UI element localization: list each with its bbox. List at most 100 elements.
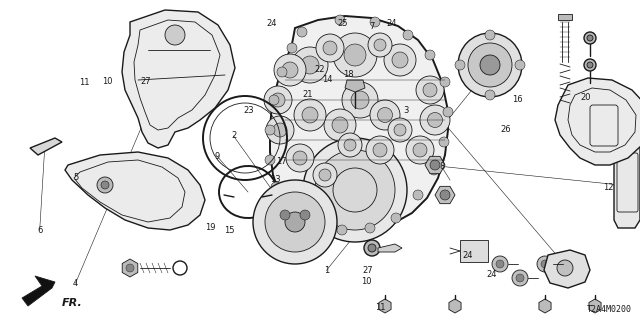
Circle shape	[253, 180, 337, 264]
Text: 24: 24	[486, 270, 497, 279]
Text: 18: 18	[344, 70, 354, 79]
Circle shape	[439, 137, 449, 147]
Circle shape	[97, 177, 113, 193]
Circle shape	[294, 99, 326, 131]
Circle shape	[269, 95, 279, 105]
Text: 1: 1	[324, 266, 329, 275]
Circle shape	[323, 41, 337, 55]
Text: 8: 8	[439, 162, 444, 171]
Text: 22: 22	[315, 65, 325, 74]
Circle shape	[265, 192, 325, 252]
Circle shape	[384, 44, 416, 76]
Circle shape	[293, 151, 307, 165]
Circle shape	[313, 163, 337, 187]
Circle shape	[273, 123, 287, 137]
Circle shape	[440, 77, 450, 87]
Circle shape	[587, 35, 593, 41]
Circle shape	[428, 113, 442, 127]
Circle shape	[280, 210, 290, 220]
Polygon shape	[435, 186, 455, 204]
Polygon shape	[425, 156, 445, 174]
Circle shape	[394, 124, 406, 136]
Circle shape	[515, 60, 525, 70]
Circle shape	[388, 118, 412, 142]
Circle shape	[324, 109, 356, 141]
Circle shape	[264, 86, 292, 114]
Text: 24: 24	[267, 20, 277, 28]
Circle shape	[413, 190, 423, 200]
Circle shape	[297, 27, 307, 37]
Text: 24: 24	[387, 20, 397, 28]
Text: 16: 16	[512, 95, 522, 104]
Circle shape	[403, 30, 413, 40]
Circle shape	[492, 256, 508, 272]
Text: 7: 7	[370, 22, 375, 31]
Text: 11: 11	[79, 78, 90, 87]
Polygon shape	[544, 250, 590, 288]
Circle shape	[541, 260, 549, 268]
Text: 11: 11	[376, 303, 386, 312]
Circle shape	[303, 138, 407, 242]
Circle shape	[485, 90, 495, 100]
Polygon shape	[589, 299, 601, 313]
Circle shape	[485, 30, 495, 40]
Circle shape	[512, 270, 528, 286]
Circle shape	[271, 182, 281, 192]
Circle shape	[443, 107, 453, 117]
Circle shape	[413, 143, 427, 157]
Polygon shape	[558, 14, 572, 20]
Polygon shape	[30, 138, 62, 155]
Circle shape	[391, 213, 401, 223]
Circle shape	[265, 125, 275, 135]
Polygon shape	[449, 299, 461, 313]
Circle shape	[319, 169, 331, 181]
Text: 25: 25	[337, 20, 348, 28]
Text: 10: 10	[102, 77, 113, 86]
Text: 2: 2	[231, 132, 236, 140]
Bar	[460, 240, 488, 262]
Text: 10: 10	[362, 277, 372, 286]
Text: 27: 27	[141, 77, 151, 86]
Circle shape	[300, 210, 310, 220]
Text: 13: 13	[270, 175, 280, 184]
Circle shape	[101, 181, 109, 189]
Text: 27: 27	[363, 266, 373, 275]
Circle shape	[365, 223, 375, 233]
Circle shape	[425, 50, 435, 60]
Circle shape	[286, 144, 314, 172]
Circle shape	[537, 256, 553, 272]
Circle shape	[423, 83, 437, 97]
Circle shape	[458, 33, 522, 97]
Circle shape	[302, 107, 318, 123]
Text: 15: 15	[224, 226, 234, 235]
Circle shape	[287, 43, 297, 53]
Circle shape	[587, 62, 593, 68]
Circle shape	[332, 117, 348, 133]
Circle shape	[516, 274, 524, 282]
Circle shape	[282, 62, 298, 78]
Text: T2A4M0200: T2A4M0200	[587, 305, 632, 314]
Polygon shape	[345, 80, 365, 92]
Circle shape	[366, 136, 394, 164]
Text: 12: 12	[603, 183, 613, 192]
Circle shape	[496, 260, 504, 268]
Circle shape	[455, 60, 465, 70]
Polygon shape	[122, 259, 138, 277]
Circle shape	[584, 32, 596, 44]
Circle shape	[292, 47, 328, 83]
Circle shape	[285, 212, 305, 232]
Circle shape	[309, 219, 319, 229]
Circle shape	[392, 52, 408, 68]
Circle shape	[557, 260, 573, 276]
Circle shape	[271, 93, 285, 107]
Polygon shape	[270, 16, 448, 232]
Circle shape	[416, 76, 444, 104]
Text: 5: 5	[73, 173, 78, 182]
Circle shape	[429, 165, 439, 175]
Polygon shape	[555, 78, 640, 165]
Circle shape	[315, 150, 395, 230]
Text: 26: 26	[500, 125, 511, 134]
Polygon shape	[539, 299, 551, 313]
Text: 6: 6	[37, 226, 42, 235]
Circle shape	[364, 240, 380, 256]
